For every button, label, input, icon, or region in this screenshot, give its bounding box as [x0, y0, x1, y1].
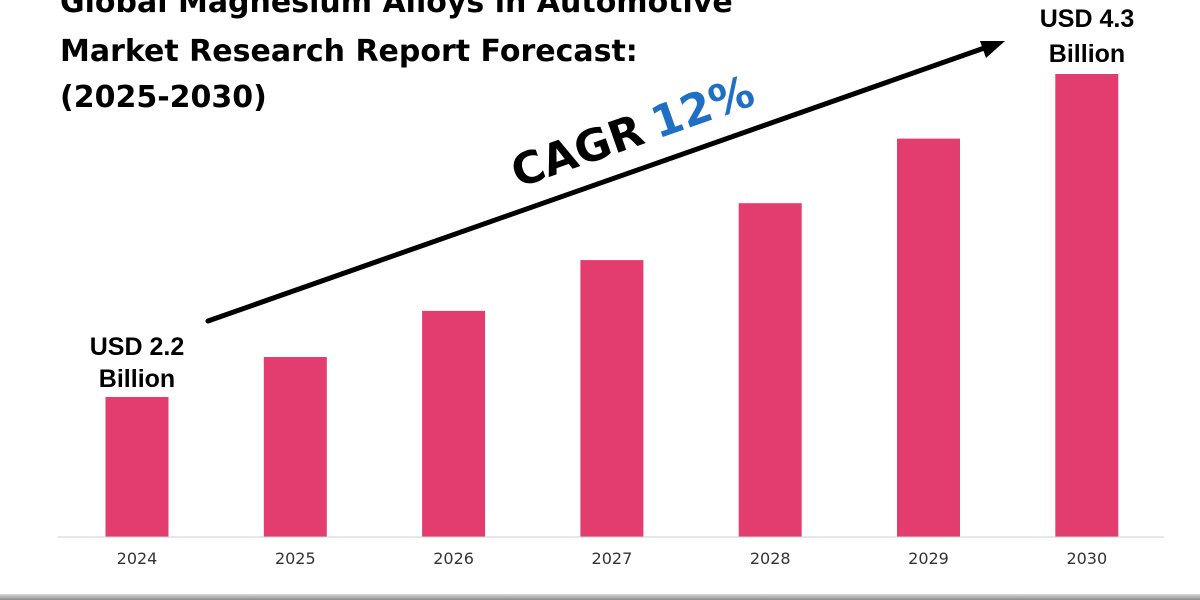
- x-tick-label-2027: 2027: [592, 549, 633, 568]
- growth-arrow-head: [980, 41, 1005, 58]
- x-tick-label-2024: 2024: [117, 549, 158, 568]
- title-line-2: Market Research Report Forecast:: [60, 34, 638, 69]
- end-value-label: USD 4.3 Billion: [1040, 5, 1134, 68]
- title-line-1: Global Magnesium Alloys in Automotive: [60, 0, 733, 20]
- start-value-line-1: USD 2.2: [90, 333, 184, 361]
- growth-arrow-shaft: [205, 43, 993, 324]
- x-tick-label-2026: 2026: [433, 549, 474, 568]
- x-tick-label-2030: 2030: [1066, 549, 1107, 568]
- end-value-line-2: Billion: [1049, 40, 1125, 68]
- bottom-border: [0, 594, 1200, 600]
- bar-2028: [738, 203, 802, 537]
- bar-2026: [422, 310, 486, 537]
- title-line-3: (2025-2030): [60, 80, 267, 115]
- cagr-annotation: CAGR12%: [505, 66, 761, 198]
- x-tick-labels: 2024 2025 2026 2027 2028 2029 2030: [117, 549, 1108, 568]
- bar-2027: [580, 260, 644, 537]
- bar-2024: [105, 397, 169, 537]
- bar-2025: [263, 357, 327, 537]
- x-tick-label-2029: 2029: [908, 549, 949, 568]
- cagr-value: 12%: [645, 66, 761, 149]
- start-value-line-2: Billion: [99, 365, 175, 393]
- x-tick-label-2028: 2028: [750, 549, 791, 568]
- growth-arrow: [205, 41, 1005, 324]
- start-value-label: USD 2.2 Billion: [90, 333, 184, 393]
- bar-2030: [1055, 74, 1119, 537]
- chart-title: Global Magnesium Alloys in Automotive Ma…: [60, 0, 734, 116]
- end-value-line-1: USD 4.3: [1040, 5, 1134, 33]
- bar-2029: [897, 138, 960, 537]
- x-tick-label-2025: 2025: [275, 549, 316, 568]
- cagr-label: CAGR: [505, 105, 651, 198]
- bars-group: [105, 74, 1119, 537]
